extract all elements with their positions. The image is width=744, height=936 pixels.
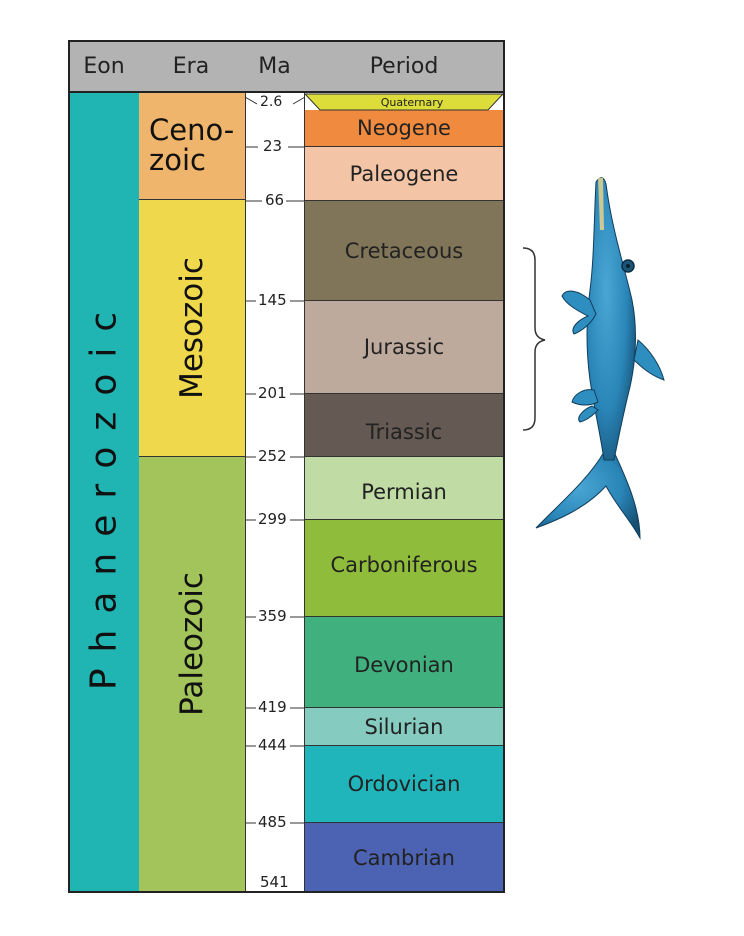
ma-tick-145: 145: [258, 291, 287, 309]
ma-tick-299: 299: [258, 510, 287, 528]
ma-tick-66: 66: [265, 191, 284, 209]
ma-tick-23: 23: [263, 137, 282, 155]
ma-tick-541: 541: [260, 873, 289, 891]
ma-tick-2-6: 2.6: [260, 94, 282, 110]
ma-tick-419: 419: [258, 698, 287, 716]
ma-tick-252: 252: [258, 447, 287, 465]
ma-tick-485: 485: [258, 813, 287, 831]
ma-tick-201: 201: [258, 384, 287, 402]
ichthyosaur-illustration: [528, 170, 678, 545]
ma-tick-444: 444: [258, 736, 287, 754]
period-quaternary-label: Quaternary: [381, 96, 444, 109]
ma-tick-359: 359: [258, 607, 287, 625]
